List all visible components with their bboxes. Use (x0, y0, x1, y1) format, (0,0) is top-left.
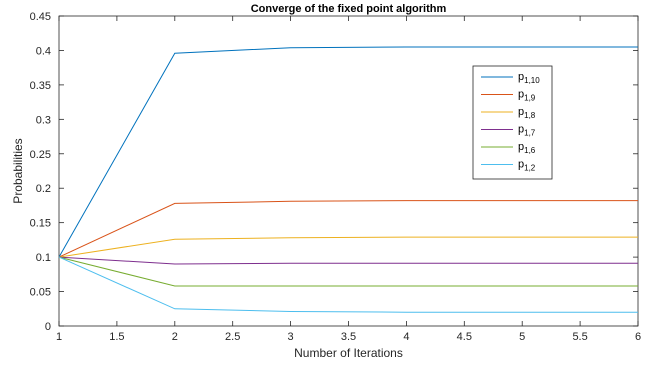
legend-entry: p1,10 (518, 71, 540, 85)
y-tick-label: 0.3 (36, 114, 51, 126)
y-tick-label: 0.4 (36, 45, 51, 57)
legend: p1,10 p1,9 p1,8 p1,7 p1,6 p1,2 (472, 65, 553, 180)
x-tick-label: 3 (288, 331, 294, 343)
legend-entry: p1,9 (518, 89, 536, 103)
y-tick-label: 0.25 (30, 149, 51, 161)
y-tick-label: 0.05 (30, 287, 51, 299)
x-tick-label: 2 (172, 331, 178, 343)
series-line-p-1-6 (58, 256, 638, 287)
series-line-p-1-8 (58, 236, 638, 258)
y-tick-label: 0.15 (30, 218, 51, 230)
y-axis-label: Probabilities (11, 138, 25, 203)
legend-entry: p1,7 (518, 124, 536, 138)
x-tick-label: 1.5 (109, 331, 124, 343)
y-tick-label: 0.45 (30, 11, 51, 23)
legend-entry: p1,2 (518, 159, 536, 173)
y-tick-label: 0.2 (36, 183, 51, 195)
chart-title: Converge of the fixed point algorithm (251, 3, 447, 15)
series-line-p-1-9 (58, 200, 638, 258)
series-line-p-1-10 (58, 46, 638, 258)
y-tick-label: 0.1 (36, 252, 51, 264)
legend-box (472, 65, 553, 180)
series-lines (58, 46, 638, 313)
x-tick-label: 2.5 (225, 331, 240, 343)
series-line-p-1-2 (58, 256, 638, 313)
x-axis-label: Number of Iterations (294, 346, 403, 360)
x-tick-label: 4.5 (457, 331, 472, 343)
axes: 1 1.5 2 2.5 3 3.5 4 4.5 5 5.5 6 0 0.05 0.1 0.15 0.2 0.25… (30, 11, 641, 343)
legend-entry: p1,6 (518, 141, 536, 155)
x-tick-label: 5 (519, 331, 525, 343)
y-tick-label: 0.35 (30, 80, 51, 92)
x-tick-label: 1 (56, 331, 62, 343)
x-tick-label: 4 (403, 331, 409, 343)
x-tick-label: 6 (635, 331, 641, 343)
y-tick-label: 0 (45, 321, 51, 333)
legend-entry: p1,8 (518, 106, 536, 120)
x-tick-label: 3.5 (341, 331, 356, 343)
x-tick-label: 5.5 (572, 331, 587, 343)
series-line-p-1-7 (58, 256, 638, 265)
